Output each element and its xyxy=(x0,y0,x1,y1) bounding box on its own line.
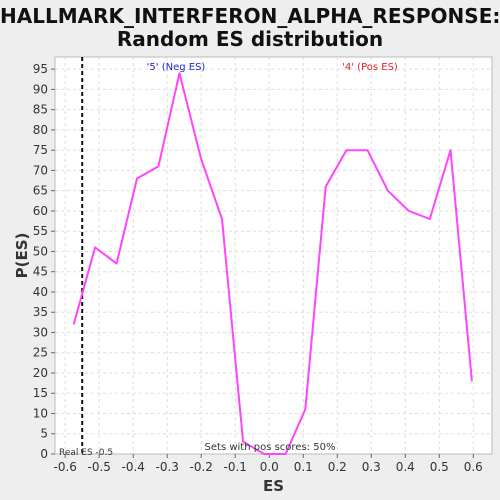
neg-es-label: '5' (Neg ES) xyxy=(147,62,206,73)
y-tick-label: 45 xyxy=(33,265,48,279)
y-tick-label: 55 xyxy=(33,224,48,238)
y-tick-label: 0 xyxy=(40,447,48,461)
y-tick-label: 85 xyxy=(33,103,48,117)
y-tick-label: 35 xyxy=(33,305,48,319)
grid-lines xyxy=(55,57,492,454)
x-tick-label: 0.5 xyxy=(430,460,449,474)
y-tick-label: 30 xyxy=(33,325,48,339)
pos-scores-annotation: Sets with pos scores: 50% xyxy=(205,442,336,453)
y-tick-label: 75 xyxy=(33,143,48,157)
x-tick-label: -0.6 xyxy=(53,460,76,474)
y-tick-label: 25 xyxy=(33,346,48,360)
x-tick-label: 0.1 xyxy=(294,460,313,474)
plot-area xyxy=(54,56,493,455)
x-tick-label: 0.0 xyxy=(260,460,279,474)
y-tick-label: 80 xyxy=(33,123,48,137)
x-axis-label: ES xyxy=(263,477,284,495)
axis-ticks: 0 5 10 15 20 25 30 35 40 45 50 55 60 65 70 75 80 85 90 95 -0… xyxy=(33,62,483,474)
x-tick-label: -0.1 xyxy=(224,460,247,474)
y-tick-label: 60 xyxy=(33,204,48,218)
y-tick-label: 65 xyxy=(33,184,48,198)
x-tick-label: -0.5 xyxy=(87,460,110,474)
y-tick-label: 5 xyxy=(40,427,48,441)
y-axis-label: P(ES) xyxy=(13,233,31,279)
y-tick-label: 90 xyxy=(33,82,48,96)
x-tick-label: 0.4 xyxy=(396,460,415,474)
y-tick-label: 10 xyxy=(33,406,48,420)
real-es-label: Real ES -0.5 xyxy=(59,448,113,458)
y-tick-label: 70 xyxy=(33,163,48,177)
x-tick-label: 0.6 xyxy=(464,460,483,474)
x-tick-label: -0.3 xyxy=(156,460,179,474)
x-tick-label: 0.3 xyxy=(362,460,381,474)
y-tick-label: 50 xyxy=(33,244,48,258)
chart-title-line-1: HALLMARK_INTERFERON_ALPHA_RESPONSE: xyxy=(0,4,500,28)
y-tick-label: 95 xyxy=(33,62,48,76)
chart-title-line-2: Random ES distribution xyxy=(116,27,384,51)
x-tick-label: -0.4 xyxy=(122,460,145,474)
y-tick-label: 15 xyxy=(33,386,48,400)
x-tick-label: -0.2 xyxy=(190,460,213,474)
x-tick-label: 0.2 xyxy=(328,460,347,474)
pos-es-label: '4' (Pos ES) xyxy=(342,62,398,73)
y-tick-label: 40 xyxy=(33,285,48,299)
y-tick-label: 20 xyxy=(33,366,48,380)
series-line xyxy=(72,72,473,455)
